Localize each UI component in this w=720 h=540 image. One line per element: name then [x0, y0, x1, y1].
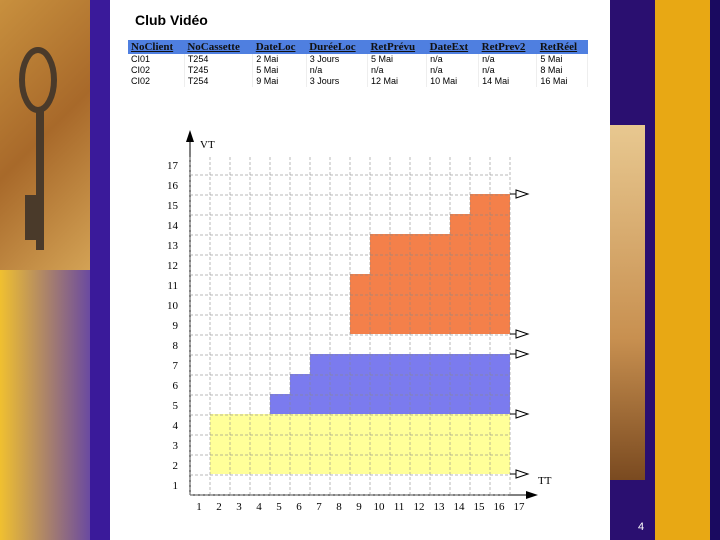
y-tick-label: 6 — [173, 380, 179, 392]
table: NoClient NoCassette DateLoc DuréeLoc RetPrév… — [128, 40, 588, 87]
vt-label: VT — [200, 139, 215, 151]
version-1 — [210, 414, 510, 474]
header-row: NoClient NoCassette DateLoc DuréeLoc RetPrév… — [128, 40, 588, 54]
header-cell: NoClient — [128, 40, 185, 54]
arrow-head — [515, 329, 530, 339]
key-image — [0, 0, 90, 270]
table-cell: n/a — [478, 54, 538, 65]
right-panel — [655, 0, 710, 540]
x-tick-label: 6 — [296, 501, 302, 513]
table-cell: n/a — [306, 65, 368, 76]
x-tick-label: 14 — [454, 501, 466, 513]
x-tick-label: 1 — [196, 501, 202, 513]
tt-label: TT — [538, 475, 552, 487]
x-tick-label: 7 — [316, 501, 322, 513]
arrow-head — [515, 349, 530, 359]
x-tick-label: 17 — [514, 501, 526, 513]
table-cell: n/a — [426, 65, 480, 76]
y-tick-label: 11 — [167, 280, 178, 292]
y-tick-label: 10 — [167, 300, 179, 312]
header-cell: DuréeLoc — [306, 40, 368, 54]
table-cell: 5 Mai — [252, 65, 307, 76]
x-tick-label: 3 — [236, 501, 242, 513]
table-row: CI01 T254 2 Mai 3 Jours 5 Mai n/a n/a 5 Mai — [128, 54, 588, 65]
table-cell: 14 Mai — [478, 76, 538, 87]
key-drawing — [19, 47, 57, 250]
table-cell: CI01 — [128, 54, 185, 65]
y-tick-label: 4 — [173, 420, 179, 432]
tt-arrow — [526, 491, 538, 499]
y-tick-label: 7 — [173, 360, 179, 372]
table-cell: 3 Jours — [306, 76, 368, 87]
header-cell: RetPrev2 — [478, 40, 537, 54]
x-tick-label: 16 — [494, 501, 506, 513]
right-image — [610, 125, 645, 480]
arrow-head — [515, 409, 530, 419]
table-cell: CI02 — [128, 65, 185, 76]
header-cell: RetRéel — [536, 40, 588, 54]
table-cell: 12 Mai — [367, 76, 428, 87]
left-strip — [90, 0, 110, 540]
vt-arrow — [186, 130, 194, 142]
arrows — [510, 189, 530, 479]
table-cell: 10 Mai — [426, 76, 480, 87]
table-cell: 5 Mai — [367, 54, 428, 65]
header-cell: NoCassette — [184, 40, 253, 54]
y-tick-label: 8 — [173, 340, 179, 352]
table-cell: CI02 — [128, 76, 185, 87]
x-tick-label: 5 — [276, 501, 282, 513]
y-tick-label: 12 — [167, 260, 178, 272]
right-edge — [710, 0, 720, 540]
left-panel — [0, 270, 90, 540]
table-cell: T254 — [184, 54, 254, 65]
table-cell: n/a — [478, 65, 538, 76]
table-cell: 16 Mai — [536, 76, 588, 87]
table-cell: 9 Mai — [252, 76, 307, 87]
x-tick-label: 15 — [474, 501, 486, 513]
table-cell: T245 — [184, 65, 254, 76]
header-cell: DateLoc — [252, 40, 307, 54]
y-tick-label: 5 — [173, 400, 179, 412]
x-tick-label: 11 — [394, 501, 405, 513]
table-row: CI02 T245 5 Mai n/a n/a n/a n/a 8 Mai — [128, 65, 588, 76]
x-tick-label: 8 — [336, 501, 342, 513]
table-cell: 5 Mai — [536, 54, 588, 65]
table-cell: 8 Mai — [536, 65, 588, 76]
title: Club Vidéo — [135, 12, 208, 28]
x-tick-label: 9 — [356, 501, 362, 513]
table-cell: T254 — [184, 76, 254, 87]
arrow-head — [515, 189, 530, 199]
y-tick-label: 13 — [167, 240, 179, 252]
header-cell: RetPrévu — [367, 40, 427, 54]
table-row: CI02 T254 9 Mai 3 Jours 12 Mai 10 Mai 14 Mai 16… — [128, 76, 588, 87]
diagram: VT TT 1 2 3 4 5 6 7 8 9 10 11 12 13 14 15 16 17123456789… — [167, 130, 552, 513]
header-cell: DateExt — [426, 40, 479, 54]
x-tick-label: 10 — [374, 501, 386, 513]
y-tick-label: 15 — [167, 200, 179, 212]
table-cell: n/a — [367, 65, 428, 76]
x-tick-label: 13 — [434, 501, 446, 513]
y-tick-label: 14 — [167, 220, 179, 232]
table-cell: 3 Jours — [306, 54, 368, 65]
y-tick-label: 3 — [173, 440, 179, 452]
table-cell: 2 Mai — [252, 54, 307, 65]
y-tick-label: 9 — [173, 320, 179, 332]
y-tick-label: 17 — [167, 160, 179, 172]
x-tick-label: 4 — [256, 501, 262, 513]
x-tick-label: 12 — [414, 501, 425, 513]
y-tick-label: 16 — [167, 180, 179, 192]
arrow-head — [515, 469, 530, 479]
table-cell: n/a — [426, 54, 480, 65]
x-tick-label: 2 — [216, 501, 222, 513]
page-number: 4 — [638, 521, 645, 533]
y-tick-label: 2 — [173, 460, 179, 472]
y-tick-label: 1 — [173, 480, 179, 492]
